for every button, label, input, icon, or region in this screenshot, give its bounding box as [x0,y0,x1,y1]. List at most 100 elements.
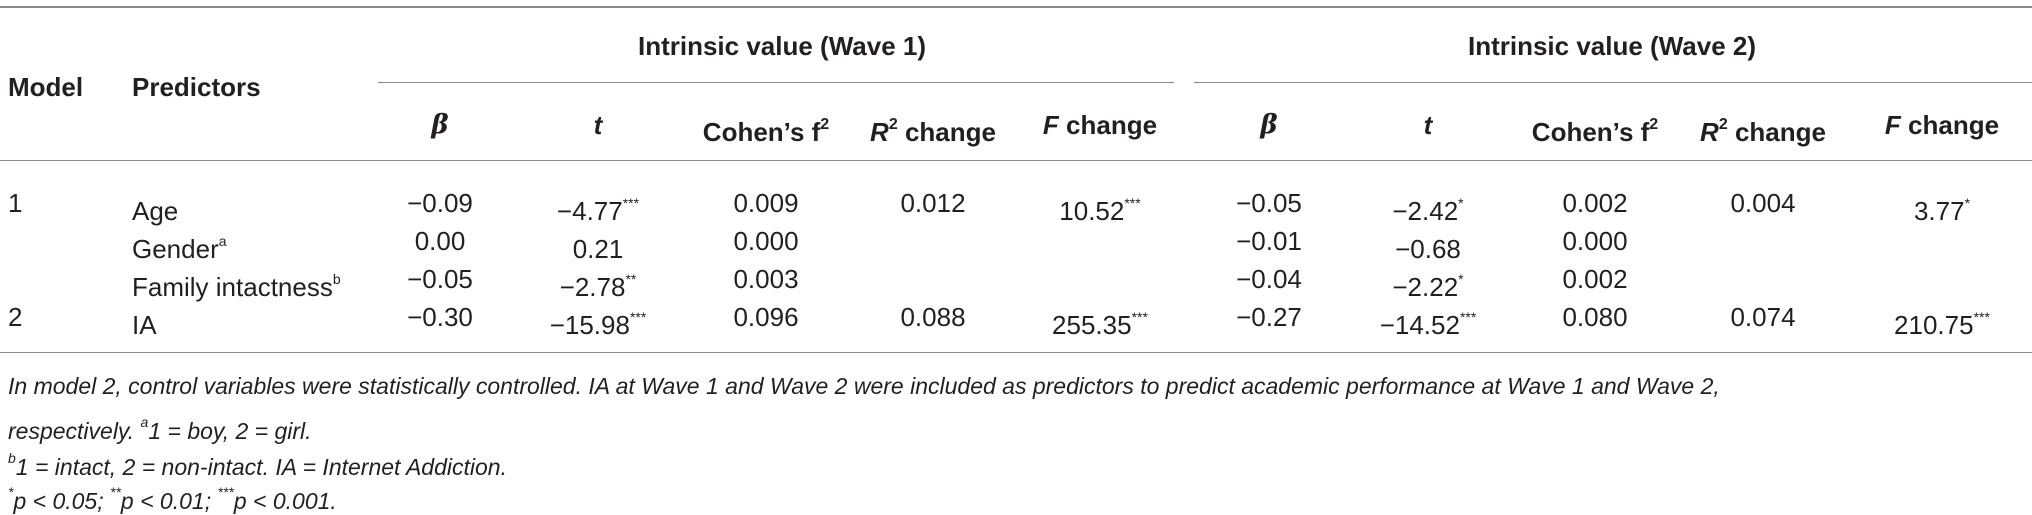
header-r2-letter: R [870,117,889,147]
t-sig: ** [625,271,637,287]
row-predictor: Age [132,188,178,226]
cell-f2-w2: 0.002 [1562,264,1628,294]
t-value: 0.21 [572,234,624,264]
fchange-sig: *** [1131,309,1148,325]
header-f-rest: change [1900,110,2000,140]
cell-t-w1: −15.98*** [550,302,647,340]
predictor-label: Gender [132,234,219,264]
t-value: −2.42 [1392,196,1459,226]
header-cohen-label: Cohen’s f [702,117,821,147]
header-r2-sup: 2 [1718,116,1728,133]
header-cohen-label: Cohen’s f [1531,117,1650,147]
fchange-value: 210.75 [1894,310,1974,340]
t-sig: *** [1459,309,1477,325]
cell-t-w2: −0.68 [1395,226,1461,264]
header-r2-rest: change [1727,117,1826,147]
table-note-line4: *p < 0.05; **p < 0.01; ***p < 0.001. [8,478,337,515]
cell-r2-w1: 0.088 [900,302,966,332]
t-value: −15.98 [549,310,630,340]
header-cohen-w2: Cohen’s f2 [1532,110,1658,147]
table-note-line1: In model 2, control variables were stati… [8,373,1720,399]
fchange-value: 3.77 [1913,196,1965,226]
note-sup: a [140,414,149,430]
cell-fchange-w1: 10.52*** [1059,188,1140,226]
cell-beta-w1: 0.00 [414,226,466,256]
table-bottom-rule [0,352,2032,353]
header-model: Model [8,72,84,102]
header-cohen-sup: 2 [820,116,830,133]
t-value: −14.52 [1379,310,1460,340]
cell-fchange-w1: 255.35*** [1052,302,1148,340]
predictor-sup: b [332,271,341,287]
cell-beta-w1: −0.30 [407,302,473,332]
header-predictors: Predictors [132,72,261,102]
cell-f2-w2: 0.080 [1562,302,1628,332]
row-predictor: IA [132,302,157,340]
fchange-sig: *** [1124,195,1141,211]
fchange-value: 10.52 [1059,196,1125,226]
table-note-line3: b1 = intact, 2 = non-intact. IA = Intern… [8,444,507,481]
header-group-wave1: Intrinsic value (Wave 1) [637,31,927,61]
t-value: −2.22 [1392,272,1459,302]
header-group-wave2: Intrinsic value (Wave 2) [1467,31,1757,61]
fchange-sig: * [1964,195,1971,211]
t-sig: * [1458,271,1464,287]
row-predictor: Gendera [132,226,227,264]
cell-beta-w2: −0.04 [1236,264,1302,294]
cell-beta-w1: −0.05 [407,264,473,294]
header-fchange-w2: F change [1885,110,1999,140]
row-model: 1 [8,188,23,218]
cell-t-w2: −2.42* [1392,188,1463,226]
predictor-label: Age [132,196,179,226]
note-text: 1 = intact, 2 = non-intact. IA = Interne… [15,454,507,480]
cell-t-w1: −2.78** [560,264,637,302]
header-beta-w1: β [431,110,449,140]
top-rule [0,6,2032,8]
header-beta-w2: β [1260,110,1278,140]
note-text: p < 0.01; [120,488,218,514]
note-text: p < 0.001. [233,488,337,514]
header-f-rest: change [1058,110,1158,140]
cell-fchange-w2: 210.75*** [1894,302,1990,340]
header-f-letter: F [1884,110,1901,140]
header-t-w1: t [593,110,603,140]
t-sig: *** [622,195,640,211]
fchange-value: 255.35 [1052,310,1132,340]
cell-r2-w1: 0.012 [900,188,966,218]
t-sig: *** [629,309,647,325]
cell-f2-w1: 0.009 [733,188,799,218]
group1-underline [378,82,1174,83]
cell-beta-w2: −0.27 [1236,302,1302,332]
note-sup: *** [217,484,234,500]
cell-t-w2: −14.52*** [1380,302,1477,340]
cell-beta-w2: −0.01 [1236,226,1302,256]
header-r2-w1: R2 change [870,110,996,147]
header-r2-rest: change [897,117,996,147]
t-value: −4.77 [556,196,623,226]
header-r2-letter: R [1700,117,1719,147]
row-predictor: Family intactnessb [132,264,341,302]
cell-f2-w2: 0.000 [1562,226,1628,256]
header-r2-w2: R2 change [1700,110,1826,147]
fchange-sig: *** [1973,309,1990,325]
cell-t-w1: 0.21 [573,226,624,264]
predictor-label: Family intactness [132,272,333,302]
header-cohen-sup: 2 [1649,116,1659,133]
header-cohen-w1: Cohen’s f2 [703,110,829,147]
cell-t-w1: −4.77*** [557,188,639,226]
t-value: −2.78 [559,272,626,302]
cell-beta-w2: −0.05 [1236,188,1302,218]
cell-r2-w2: 0.074 [1730,302,1796,332]
cell-r2-w2: 0.004 [1730,188,1796,218]
cell-beta-w1: −0.09 [407,188,473,218]
cell-f2-w1: 0.096 [733,302,799,332]
cell-f2-w1: 0.003 [733,264,799,294]
header-r2-sup: 2 [888,116,898,133]
cell-f2-w2: 0.002 [1562,188,1628,218]
note-sup: b [8,450,16,466]
note-text: 1 = boy, 2 = girl. [148,418,312,444]
note-text: respectively. [8,418,141,444]
note-sup: * [8,484,14,500]
header-t-w2: t [1423,110,1433,140]
note-text: p < 0.05; [13,488,111,514]
